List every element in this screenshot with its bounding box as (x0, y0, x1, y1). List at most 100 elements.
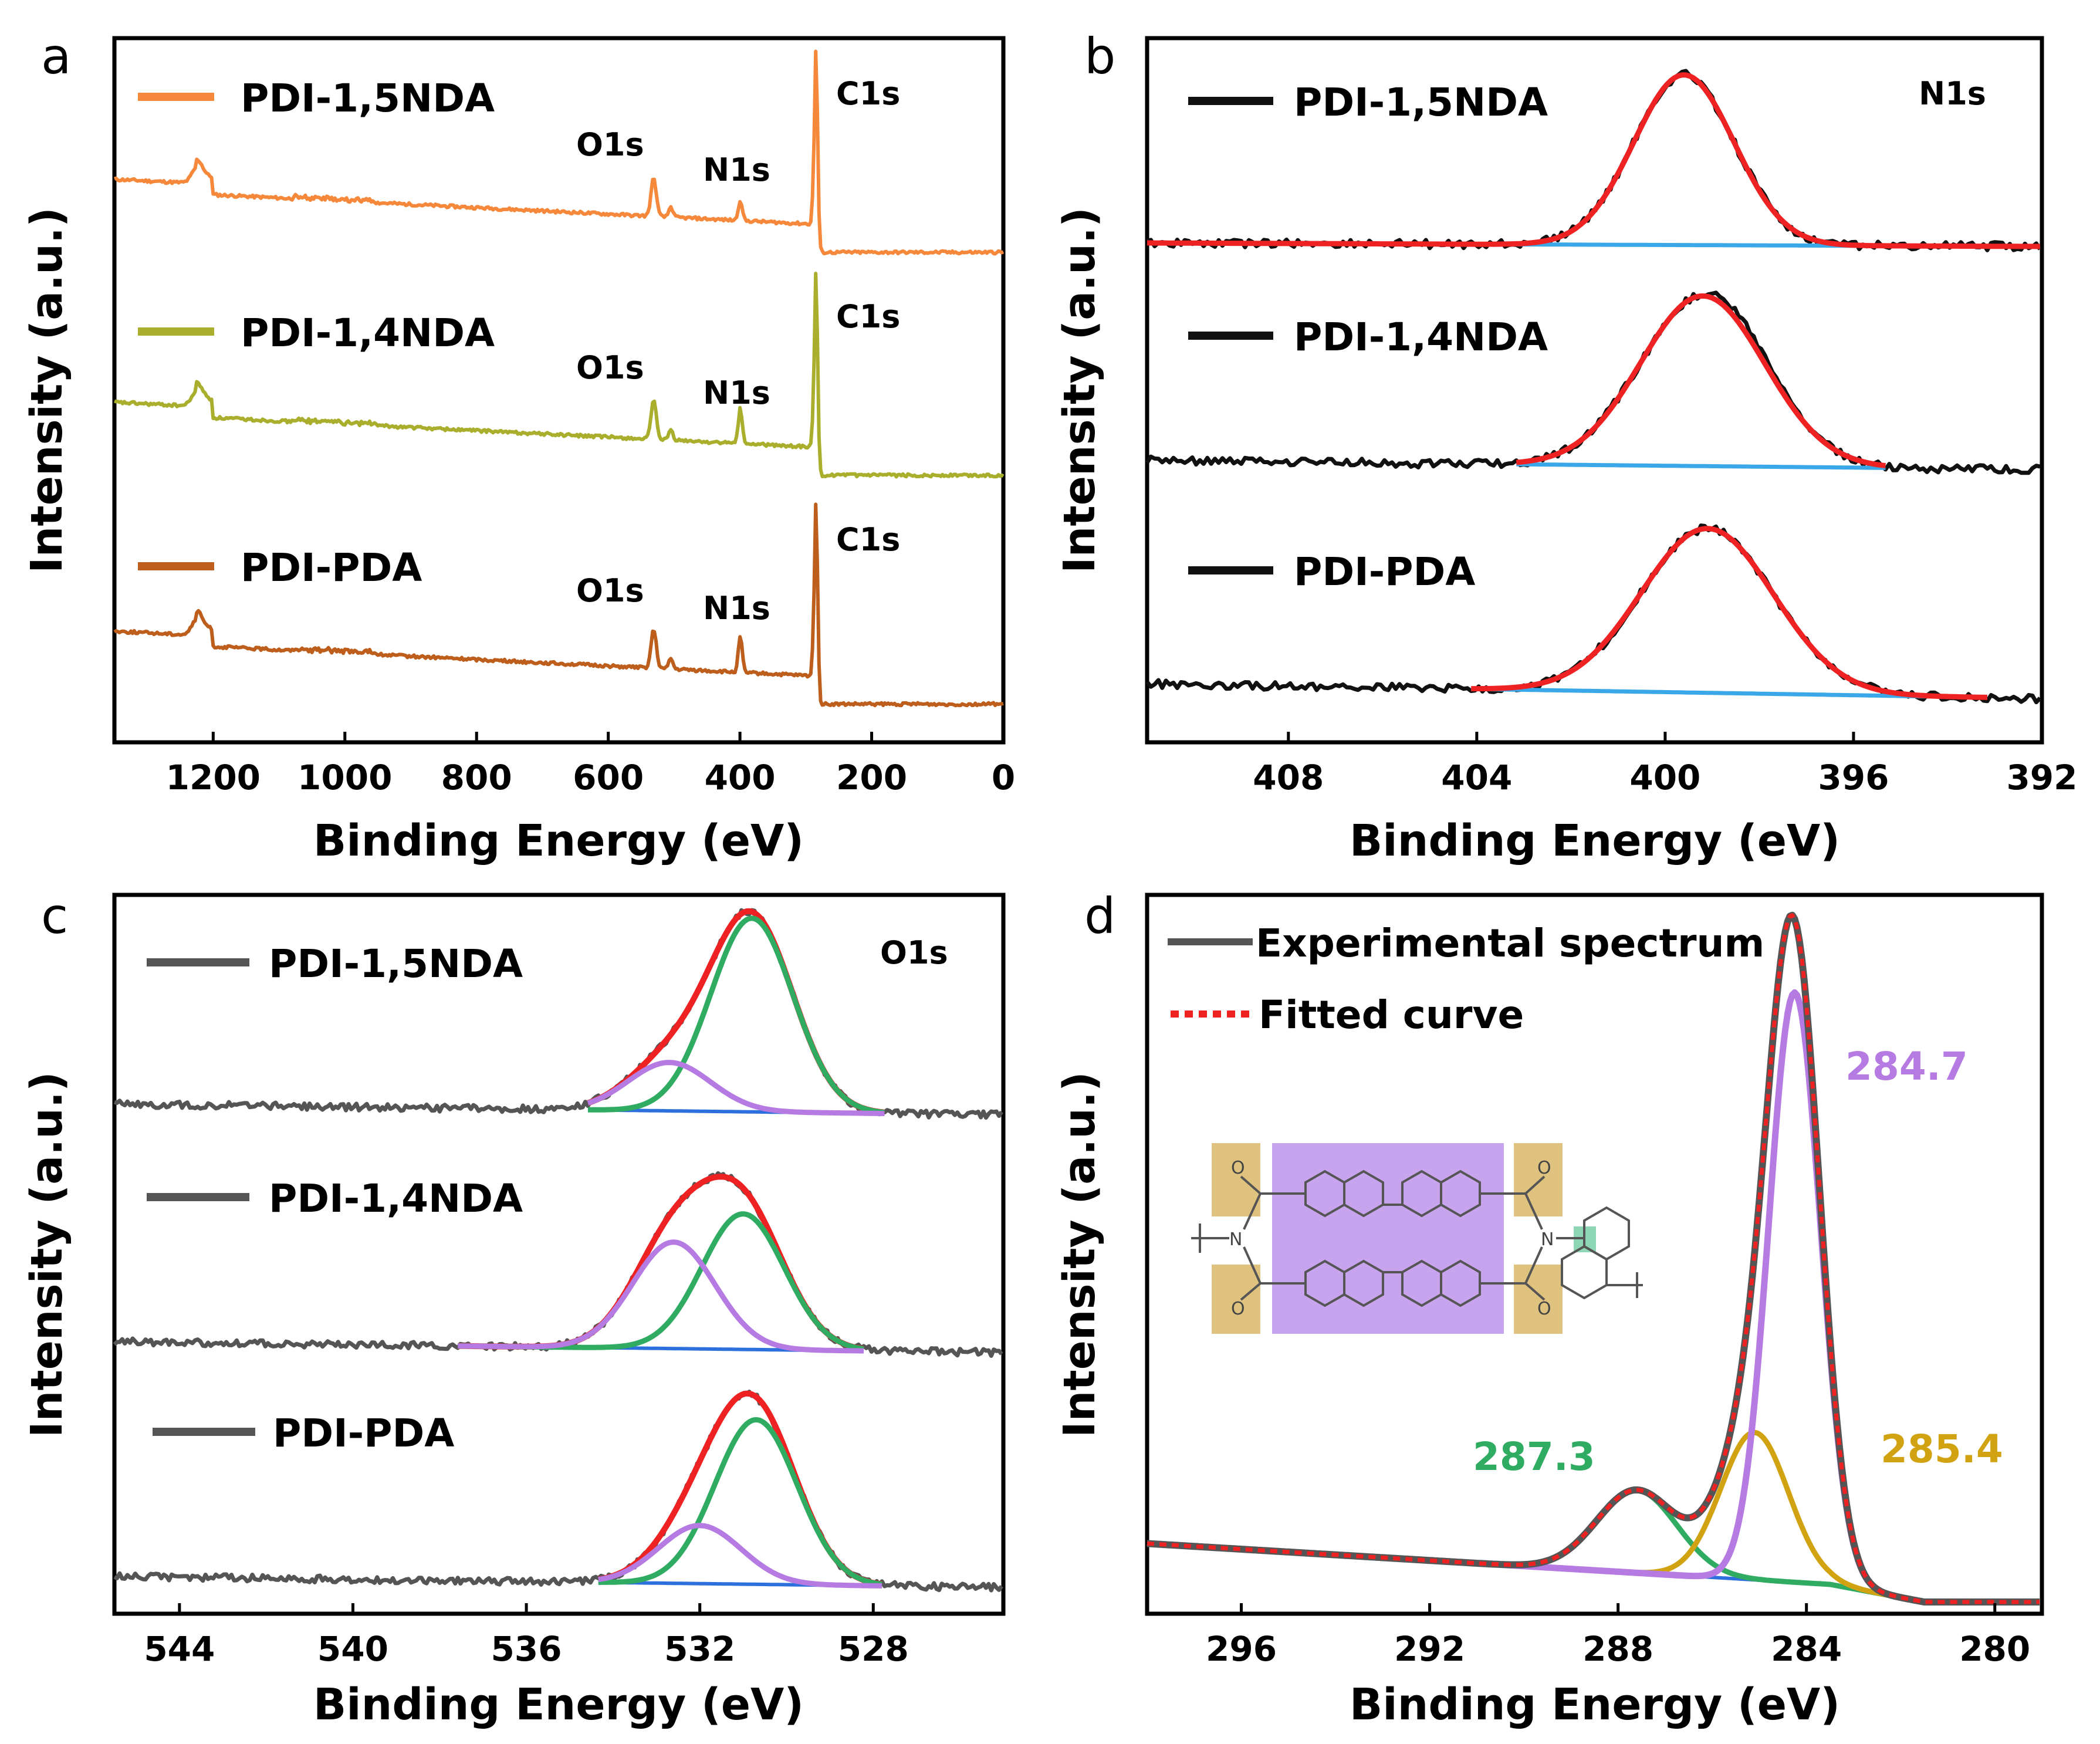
panel-b-core-level: N1s (1919, 75, 1986, 112)
o1s-component-purple-2 (458, 1239, 864, 1354)
n1s-fit-1 (1147, 72, 2040, 249)
x-tick-label: 536 (491, 1629, 562, 1669)
n1s-experimental-2 (1145, 290, 2041, 475)
panel-d-curves (1146, 911, 2041, 1606)
legend-label: PDI-PDA (1294, 549, 1475, 594)
peak-label-n1s: N1s (703, 590, 770, 627)
panel-c-core-level: O1s (880, 934, 948, 971)
o1s-component-green-3 (598, 1417, 882, 1587)
x-tick-label: 284 (1771, 1629, 1842, 1669)
survey-line-2 (113, 272, 1005, 479)
x-tick-label: 400 (705, 758, 776, 797)
panel-c-ticks: 544 540 536 532 528 (144, 1603, 909, 1669)
x-tick-label: 528 (838, 1629, 909, 1669)
legend-label: PDI-1,4NDA (269, 1176, 523, 1221)
panel-b-ticks: 408 404 400 396 392 (1253, 732, 2078, 797)
x-tick-label: 1200 (166, 758, 261, 797)
peak-value-label: 287.3 (1473, 1434, 1595, 1479)
panel-a-ticks: 1200 1000 800 600 400 200 0 (166, 732, 1015, 797)
legend-label: PDI-1,5NDA (1294, 80, 1548, 125)
perylene-core-highlight (1272, 1143, 1504, 1334)
x-tick-label: 400 (1629, 758, 1700, 797)
pdi-structure-inset: O O O O N N (1191, 1143, 1643, 1334)
peak-value-label: 284.7 (1845, 1044, 1968, 1089)
panel-c-xlabel: Binding Energy (eV) (313, 1679, 804, 1730)
panel-d-frame (1145, 893, 2044, 1616)
legend-c-3: PDI-PDA (153, 1411, 454, 1456)
x-tick-label: 292 (1394, 1629, 1465, 1669)
panel-a: a 1200 1000 800 600 400 200 0 Binding Energy (… (22, 28, 1015, 866)
legend-a-1: PDI-1,5NDA (138, 76, 495, 121)
panel-c-ylabel: Intensity (a.u.) (22, 1072, 72, 1438)
panel-label-c: c (41, 887, 68, 945)
legend-b-2: PDI-1,4NDA (1188, 315, 1548, 360)
legend-label: PDI-1,4NDA (241, 310, 495, 356)
panel-b-curves (1145, 69, 2042, 705)
panel-a-frame (112, 36, 1006, 745)
x-tick-label: 392 (2006, 758, 2077, 797)
o1s-experimental-1 (114, 908, 1003, 1120)
x-tick-label: 288 (1582, 1629, 1653, 1669)
panel-c-curves (113, 908, 1003, 1593)
legend-d-experimental: Experimental spectrum (1168, 921, 1764, 966)
o1s-experimental-3 (113, 1390, 1003, 1593)
peak-label-o1s: O1s (576, 349, 644, 386)
legend-label: PDI-PDA (241, 545, 422, 590)
legend-d-fitted: Fitted curve (1171, 992, 1524, 1037)
n1s-background-2 (1516, 462, 1886, 470)
peak-label-c1s: C1s (836, 521, 900, 558)
n1s-fit-3 (1471, 526, 1987, 700)
panel-b-xlabel: Binding Energy (eV) (1350, 816, 1840, 866)
o1s-component-purple-1 (587, 1060, 885, 1116)
x-tick-label: 404 (1441, 758, 1512, 797)
x-tick-label: 396 (1818, 758, 1889, 797)
o1s-fit-1 (587, 908, 885, 1116)
peak-label-c1s: C1s (836, 298, 900, 335)
panel-b: b 408 404 400 396 392 Binding Energy (eV) In… (1054, 28, 2078, 866)
panel-label-a: a (41, 28, 71, 85)
panel-d: d (1054, 887, 2044, 1730)
panel-label-d: d (1084, 887, 1115, 945)
peak-label-o1s: O1s (576, 572, 644, 609)
peak-label-n1s: N1s (703, 151, 770, 188)
panel-d-ylabel: Intensity (a.u.) (1054, 1072, 1105, 1438)
panel-d-xlabel: Binding Energy (eV) (1350, 1679, 1840, 1730)
x-tick-label: 544 (144, 1629, 215, 1669)
survey-line-3 (113, 502, 1004, 708)
structure-atoms: O O O O N N (1229, 1158, 1554, 1319)
o1s-component-purple-3 (598, 1523, 882, 1588)
panel-a-xlabel: Binding Energy (eV) (313, 816, 804, 866)
carbonyl-highlight (1514, 1143, 1563, 1216)
legend-label: Experimental spectrum (1256, 921, 1764, 966)
svg-text:O: O (1231, 1299, 1245, 1319)
n1s-fit-2 (1516, 293, 1886, 469)
legend-b-1: PDI-1,5NDA (1188, 80, 1548, 125)
legend-label: PDI-1,5NDA (269, 941, 523, 986)
peak-value-label: 285.4 (1881, 1427, 2003, 1472)
legend-c-2: PDI-1,4NDA (147, 1176, 523, 1221)
legend-label: PDI-1,4NDA (1294, 315, 1548, 360)
carbonyl-highlight (1514, 1265, 1563, 1334)
legend-a-3: PDI-PDA (138, 545, 422, 590)
svg-text:O: O (1231, 1158, 1245, 1178)
x-tick-label: 532 (664, 1629, 735, 1669)
x-tick-label: 408 (1253, 758, 1324, 797)
panel-a-curves (113, 49, 1005, 708)
x-tick-label: 800 (441, 758, 512, 797)
legend-label: PDI-1,5NDA (241, 76, 495, 121)
x-tick-label: 1000 (297, 758, 392, 797)
c1s-fit (1147, 913, 2040, 1604)
legend-label: PDI-PDA (273, 1411, 454, 1456)
legend-c-1: PDI-1,5NDA (147, 941, 523, 986)
peak-label-c1s: C1s (836, 75, 900, 112)
x-tick-label: 200 (836, 758, 907, 797)
o1s-fit-3 (598, 1390, 882, 1587)
o1s-component-green-1 (587, 915, 885, 1116)
carbonyl-highlight (1212, 1143, 1260, 1216)
peak-label-o1s: O1s (576, 126, 644, 163)
survey-line-1 (113, 49, 1005, 256)
legend-label: Fitted curve (1259, 992, 1524, 1037)
structure-bonds (1191, 1170, 1643, 1307)
x-tick-label: 280 (1959, 1629, 2030, 1669)
